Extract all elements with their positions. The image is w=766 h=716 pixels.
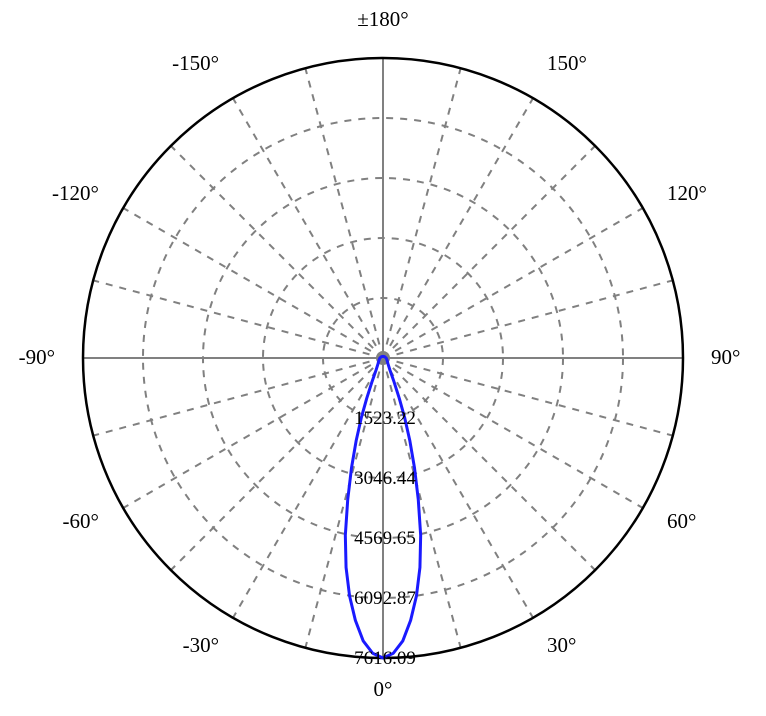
angle-label: -30°	[183, 633, 219, 657]
angle-label: ±180°	[357, 7, 408, 31]
ring-label: 4569.65	[354, 528, 416, 549]
angle-label: 0°	[374, 677, 393, 701]
angle-label: -60°	[63, 509, 99, 533]
ring-label: 6092.87	[354, 588, 416, 609]
angle-label: 60°	[667, 509, 696, 533]
ring-label: 3046.44	[354, 468, 416, 489]
ring-label: 1523.22	[354, 408, 416, 429]
polar-chart: 1523.22 3046.44 4569.65 6092.87 7616.09 0° 30°…	[0, 0, 766, 716]
angle-label: -90°	[19, 345, 55, 369]
angle-label: 90°	[711, 345, 740, 369]
ring-label: 7616.09	[354, 648, 416, 669]
angle-label: 150°	[547, 51, 587, 75]
angle-label: -150°	[172, 51, 219, 75]
angle-label: 30°	[547, 633, 576, 657]
grid	[83, 58, 683, 658]
angle-label: -120°	[52, 181, 99, 205]
angle-label: 120°	[667, 181, 707, 205]
